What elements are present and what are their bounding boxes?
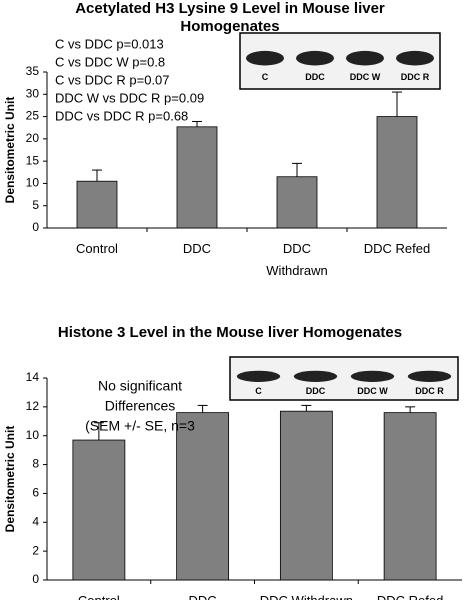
annotation: C vs DDC R p=0.07 xyxy=(55,72,170,87)
y-tick-label: 35 xyxy=(26,64,40,78)
blot-band xyxy=(346,50,384,66)
blot-label: DDC xyxy=(305,72,325,82)
y-tick-label: 0 xyxy=(32,572,39,586)
y-axis-label: Densitometric Unit xyxy=(3,97,17,204)
bar xyxy=(72,439,126,581)
error-bar xyxy=(93,422,104,441)
y-tick-label: 12 xyxy=(26,399,40,413)
y-tick-label: 20 xyxy=(26,131,40,145)
annotation: DDC W vs DDC R p=0.09 xyxy=(55,90,204,105)
y-tick-label: 14 xyxy=(26,370,40,384)
x-tick-label: Control xyxy=(76,241,118,256)
blot-band xyxy=(396,50,434,66)
bar xyxy=(176,412,230,581)
blot-band xyxy=(236,370,281,382)
y-tick-label: 25 xyxy=(26,109,40,123)
x-tick-label: DDC Refed xyxy=(355,590,465,600)
error-bar xyxy=(392,91,402,117)
annotation: No significant xyxy=(98,378,182,394)
blot-label: DDC xyxy=(306,386,326,396)
bar xyxy=(376,116,418,229)
error-bar xyxy=(192,120,202,127)
blot-label: C xyxy=(255,386,262,396)
y-tick-label: 10 xyxy=(26,428,40,442)
y-tick-label: 15 xyxy=(26,153,40,167)
blot-band xyxy=(296,50,334,66)
annotation: C vs DDC p=0.013 xyxy=(55,36,164,51)
blot-label: DDC R xyxy=(401,72,430,82)
y-tick-label: 30 xyxy=(26,86,40,100)
error-bar xyxy=(92,169,102,182)
blot-band xyxy=(350,370,395,382)
error-bar xyxy=(292,162,302,177)
y-tick-label: 5 xyxy=(32,198,39,212)
annotation: C vs DDC W p=0.8 xyxy=(55,54,165,69)
blot-label: DDC R xyxy=(415,386,444,396)
blot-label: C xyxy=(262,72,269,82)
blot-label: DDC W xyxy=(350,72,381,82)
blot-band xyxy=(246,50,284,66)
blot-label: DDC W xyxy=(357,386,388,396)
error-bar xyxy=(301,404,312,412)
bar xyxy=(276,176,318,229)
x-tick-label: DDC Withdrawn xyxy=(251,590,361,600)
bar xyxy=(76,180,118,229)
y-tick-label: 4 xyxy=(32,514,39,528)
x-tick-label: DDC xyxy=(182,241,212,256)
chart-title: Acetylated H3 Lysine 9 Level in Mouse li… xyxy=(75,0,385,35)
bar xyxy=(279,410,333,581)
x-tick-label: DDC xyxy=(148,590,258,600)
y-tick-label: 2 xyxy=(32,543,39,557)
annotation: Differences xyxy=(105,398,176,414)
annotation: (SEM +/- SE, n=3 xyxy=(85,418,195,434)
y-tick-label: 8 xyxy=(32,457,39,471)
annotation: DDC vs DDC R p=0.68 xyxy=(55,108,188,123)
y-tick-label: 10 xyxy=(26,176,40,190)
bar xyxy=(176,126,218,229)
error-bar xyxy=(197,404,208,413)
x-tick-label: DDC Refed xyxy=(363,241,431,256)
y-axis-label: Densitometric Unit xyxy=(3,426,17,533)
blot-band xyxy=(293,370,338,382)
bar xyxy=(383,412,437,581)
y-tick-label: 0 xyxy=(32,220,39,234)
y-tick-label: 6 xyxy=(32,486,39,500)
x-tick-label: Control xyxy=(44,590,154,600)
chart-title: Histone 3 Level in the Mouse liver Homog… xyxy=(57,324,403,341)
error-bar xyxy=(405,406,416,413)
x-tick-label: DDC Withdrawn xyxy=(266,241,328,278)
blot-band xyxy=(407,370,452,382)
